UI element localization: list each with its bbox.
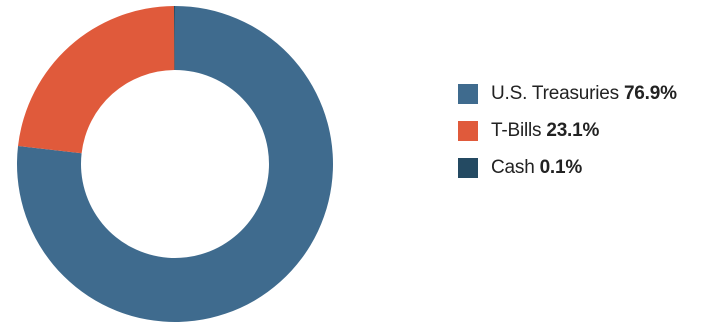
legend-swatch-us-treasuries xyxy=(458,84,478,104)
donut-slice-u-s-treasuries xyxy=(17,6,334,322)
donut-chart xyxy=(17,5,334,322)
legend-value-t-bills: 23.1% xyxy=(546,120,600,141)
legend-item-us-treasuries: U.S. Treasuries 76.9% xyxy=(458,83,698,105)
donut-slice-cash xyxy=(174,5,175,71)
legend-label-cash: Cash xyxy=(491,157,535,178)
legend-swatch-t-bills xyxy=(458,121,478,141)
legend: U.S. Treasuries 76.9% T-Bills 23.1% Cash… xyxy=(458,83,698,194)
donut-slice-t-bills xyxy=(18,6,175,154)
legend-item-t-bills: T-Bills 23.1% xyxy=(458,120,698,142)
legend-label-t-bills: T-Bills xyxy=(491,120,542,141)
legend-value-us-treasuries: 76.9% xyxy=(623,83,677,104)
legend-item-cash: Cash 0.1% xyxy=(458,157,698,179)
legend-label-us-treasuries: U.S. Treasuries xyxy=(491,83,619,104)
legend-value-cash: 0.1% xyxy=(539,157,583,178)
legend-swatch-cash xyxy=(458,158,478,178)
